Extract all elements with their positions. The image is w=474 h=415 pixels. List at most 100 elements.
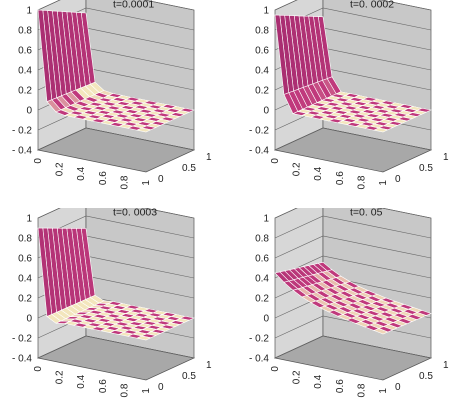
x-tick-label: 0.2 [55,370,66,384]
z-tick-label: - 0.4 [12,146,32,157]
z-tick-label: 0 [26,106,32,117]
z-tick-label: 0.2 [18,294,32,305]
z-gridline [274,215,432,239]
z-tick-label: 0.4 [18,274,32,285]
surface-panel-t05: 1 0.8 0.6 0.4 0.2 0- 0.2- 0.4 0 0.2 0.4 0.6 0.8 1 0 0… [237,208,474,415]
x-tick-label: 0.2 [292,370,303,384]
z-gridline [37,0,195,11]
y-tick-label: 1 [443,360,449,371]
x-tick-label: 0.2 [55,162,66,176]
surface-mesh [274,261,432,335]
surface-cell [136,335,152,341]
x-tick-label: 0.4 [76,166,87,180]
surface-cell [136,127,152,133]
surface-panel-t0002: 1 0.8 0.6 0.4 0.2 0- 0.2- 0.4 0 0.2 0.4 0.6 0.8 1 0 0… [237,0,474,207]
surface-plot: 10.80.60.40.20- 0.2- 0.400.2 0.4 0.6 0.8 1 00… [249,0,449,190]
y-tick-label: 0.5 [419,163,433,174]
x-tick-label: 0.8 [119,383,130,397]
y-tick-label: 0 [158,174,164,185]
z-gridline [274,208,432,219]
z-tick-label: 0.6 [255,254,269,265]
y-tick-label: 0 [395,174,401,185]
z-gridline [274,315,432,339]
z-tick-label: 0.2 [255,86,269,97]
z-tick-label: 0.8 [255,234,269,245]
z-tick-label: - 0.2 [249,126,269,137]
x-tick-label: 0.4 [76,374,87,388]
z-tick-label: - 0.4 [249,354,269,365]
z-tick-label: 0.8 [18,234,32,245]
y-tick-label: 1 [206,360,212,371]
x-tick-label: 0.6 [98,379,109,393]
z-tick-label: 0.4 [18,66,32,77]
surface-panel-t0001: 1 0.8 0.6 0.4 0.2 0- 0.2- 0.4 0 0.2 0.4 0.6 0.8 1 0 0… [0,0,237,207]
z-tick-label: - 0.2 [12,334,32,345]
z-tick-label: 0 [263,106,269,117]
x-tick-label: 0.6 [335,379,346,393]
x-tick-label: 0.6 [98,171,109,185]
z-tick-label: 1 [263,214,269,225]
y-tick-label: 0.5 [419,371,433,382]
z-tick-label: - 0.2 [249,334,269,345]
x-tick-label: 0 [33,158,44,164]
z-gridline [37,208,195,219]
z-tick-label: 0 [263,314,269,325]
y-tick-label: 0.5 [182,163,196,174]
x-tick-label: 0 [270,366,281,372]
z-tick-label: 0.2 [255,294,269,305]
z-gridline [274,0,432,11]
x-tick-label: 0.2 [292,162,303,176]
surface-plot: 10.80.60.40.20- 0.2- 0.400.2 0.4 0.6 0.8 1 00… [12,0,212,190]
x-tick-label: 0 [270,158,281,164]
z-tick-label: 0.6 [255,46,269,57]
z-tick-label: - 0.2 [12,126,32,137]
z-tick-label: 0.6 [18,254,32,265]
x-tick-label: 0.8 [356,383,367,397]
x-tick-label: 0.4 [313,374,324,388]
z-tick-label: 0.2 [18,86,32,97]
y-tick-label: 0 [395,382,401,393]
x-tick-label: 0.4 [313,166,324,180]
panel-title: t=0.0001 [113,0,154,11]
x-tick-label: 1 [141,180,152,186]
z-tick-label: 1 [26,6,32,17]
z-tick-label: 0.8 [18,26,32,37]
x-tick-label: 0 [33,366,44,372]
z-gridline [274,235,432,259]
y-tick-label: 1 [206,152,212,163]
z-tick-label: - 0.4 [249,146,269,157]
x-tick-label: 0.6 [335,171,346,185]
x-tick-label: 1 [141,388,152,394]
z-tick-label: 0 [26,314,32,325]
surface-cell [373,127,389,133]
surface-plot: 10.80.60.40.20- 0.2- 0.400.2 0.4 0.6 0.8 1 00… [12,208,212,398]
z-gridline [37,335,195,359]
y-tick-label: 0 [158,382,164,393]
surface-plot: 10.80.60.40.20- 0.2- 0.400.2 0.4 0.6 0.8 1 00… [249,208,449,398]
z-gridline [37,127,195,151]
surface-mesh [37,227,195,341]
surface-cell [373,328,389,335]
x-tick-label: 1 [378,180,389,186]
z-tick-label: 0.4 [255,274,269,285]
panel-title: t=0. 05 [350,208,383,219]
z-gridline [274,335,432,359]
z-tick-label: 0.6 [18,46,32,57]
z-tick-label: 0.4 [255,66,269,77]
y-tick-label: 0.5 [182,371,196,382]
x-tick-label: 1 [378,388,389,394]
surface-mesh [274,14,432,133]
z-tick-label: 0.8 [255,26,269,37]
z-tick-label: 1 [263,6,269,17]
x-tick-label: 0.8 [356,175,367,189]
x-tick-label: 0.8 [119,175,130,189]
surface-panel-t0003: 1 0.8 0.6 0.4 0.2 0- 0.2- 0.4 0 0.2 0.4 0.6 0.8 1 0 0… [0,208,237,415]
y-tick-label: 1 [443,152,449,163]
z-tick-label: 1 [26,214,32,225]
surface-mesh [37,9,195,133]
panel-title: t=0. 0003 [113,208,157,219]
z-tick-label: - 0.4 [12,354,32,365]
panel-title: t=0. 0002 [350,0,394,11]
z-gridline [274,127,432,151]
